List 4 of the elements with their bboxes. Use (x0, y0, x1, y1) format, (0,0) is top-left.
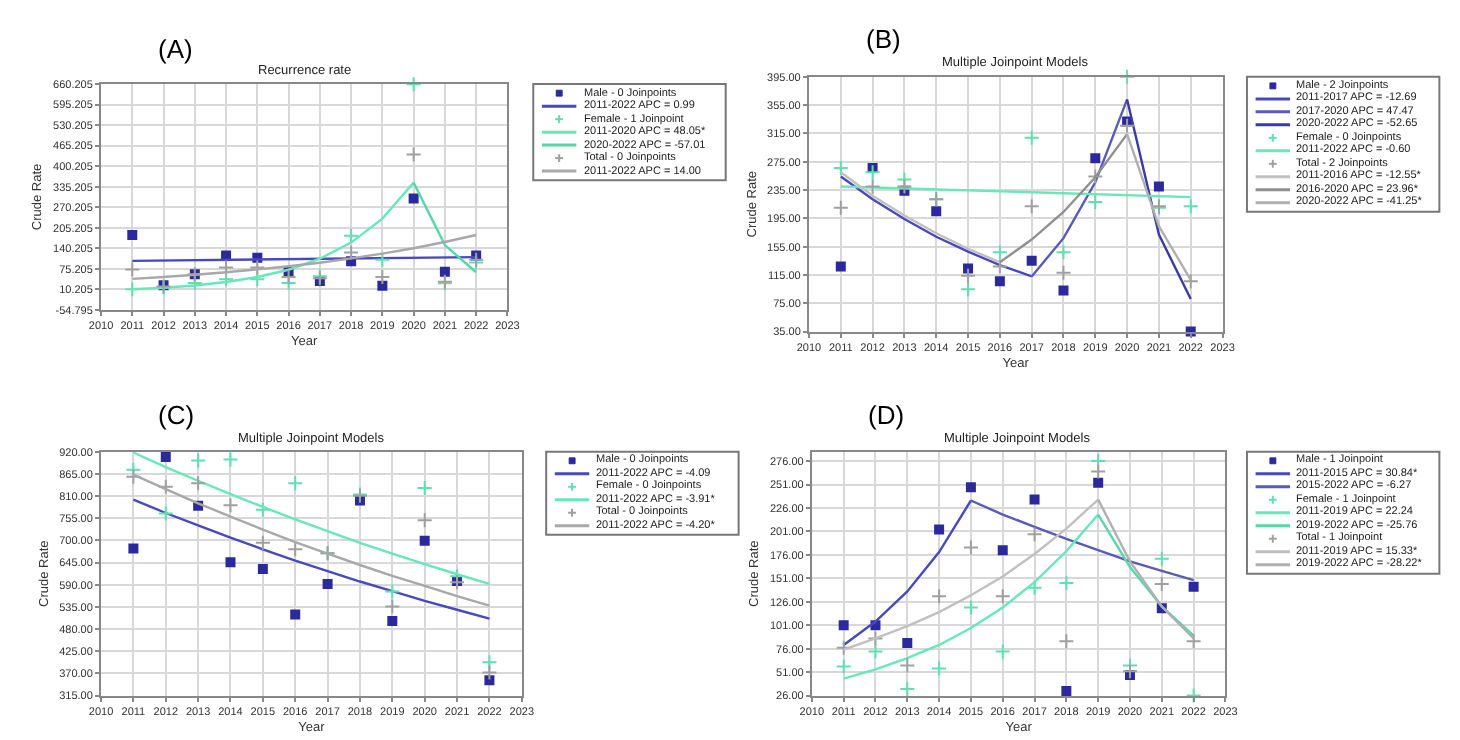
text: (B) (866, 24, 901, 54)
text: (D) (868, 400, 905, 430)
text: (C) (158, 400, 195, 430)
text: (A) (158, 34, 193, 64)
